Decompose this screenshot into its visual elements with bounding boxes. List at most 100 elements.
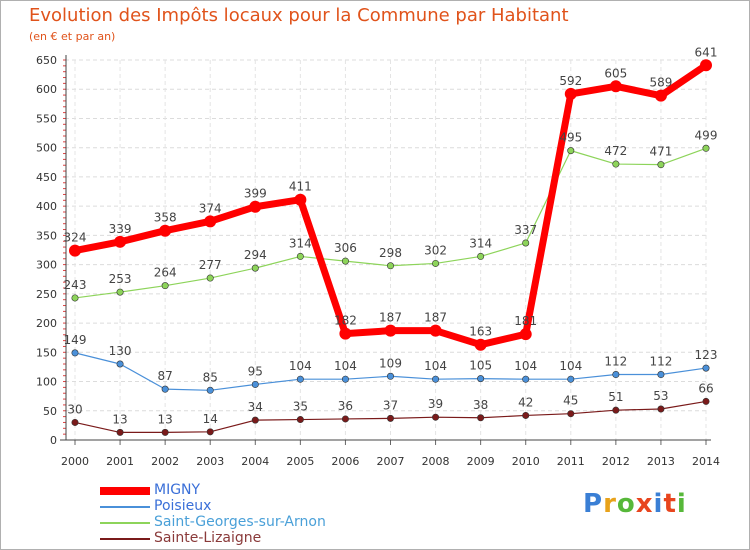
data-point [294, 193, 307, 206]
x-tick-label: 2004 [241, 455, 269, 468]
data-point [251, 416, 259, 424]
logo-letter: P [583, 489, 604, 519]
legend-label: MIGNY [154, 482, 201, 498]
y-tick-label: 500 [36, 142, 57, 155]
data-point [206, 274, 214, 282]
data-label: 182 [334, 314, 357, 328]
data-point [296, 252, 304, 260]
data-label: 37 [383, 398, 398, 412]
data-point [519, 328, 532, 341]
data-point [432, 259, 440, 267]
data-label: 105 [469, 359, 492, 373]
data-point [341, 415, 349, 423]
x-tick-label: 2002 [151, 455, 179, 468]
data-label: 314 [289, 236, 312, 250]
data-point [339, 327, 352, 340]
data-point [477, 414, 485, 422]
data-label: 35 [293, 400, 308, 414]
data-label: 85 [203, 370, 218, 384]
x-tick-label: 2010 [512, 455, 540, 468]
data-point [567, 375, 575, 383]
y-tick-label: 350 [36, 229, 57, 242]
data-label: 13 [158, 412, 173, 426]
data-point [522, 411, 530, 419]
data-point [69, 244, 81, 257]
data-point [384, 324, 397, 337]
data-point [654, 89, 667, 102]
data-point [296, 416, 304, 424]
data-point [386, 262, 394, 270]
x-tick-label: 2012 [602, 455, 630, 468]
data-label: 104 [514, 359, 537, 373]
data-point [477, 252, 485, 260]
data-point [341, 257, 349, 265]
y-tick-label: 400 [36, 200, 57, 213]
data-label: 66 [698, 381, 713, 395]
data-point [114, 235, 127, 248]
data-label: 277 [199, 258, 222, 272]
data-label: 34 [248, 400, 263, 414]
logo-letter: t [663, 489, 677, 519]
data-point [567, 410, 575, 418]
data-point [477, 375, 485, 383]
data-label: 42 [518, 395, 533, 409]
data-label: 38 [473, 398, 488, 412]
data-label: 253 [109, 272, 132, 286]
data-label: 187 [424, 311, 447, 325]
x-tick-label: 2013 [647, 455, 675, 468]
data-label: 123 [695, 348, 718, 362]
x-tick-label: 2014 [692, 455, 720, 468]
legend-swatch [100, 538, 150, 540]
data-point [386, 414, 394, 422]
data-point [609, 80, 622, 93]
data-point [657, 371, 665, 379]
data-label: 495 [559, 131, 582, 145]
data-label: 324 [64, 231, 87, 245]
chart-subtitle: (en € et par an) [29, 30, 116, 43]
series-line-0 [71, 61, 710, 349]
data-point [432, 375, 440, 383]
chart-title: Evolution des Impôts locaux pour la Comm… [29, 5, 569, 26]
data-point [71, 349, 79, 357]
data-label: 187 [379, 311, 402, 325]
data-label: 104 [559, 359, 582, 373]
x-tick-label: 2009 [467, 455, 495, 468]
data-point [206, 428, 214, 436]
legend-label: Saint-Georges-sur-Arnon [154, 514, 326, 530]
proxiti-logo: Proxiti [583, 489, 687, 519]
data-label: 30 [67, 402, 82, 416]
data-label: 264 [154, 266, 177, 280]
legend-label: Sainte-Lizaigne [154, 530, 262, 546]
data-point [116, 288, 124, 296]
y-tick-label: 100 [36, 376, 57, 389]
data-label: 149 [64, 333, 87, 347]
data-label: 53 [653, 389, 668, 403]
data-point [564, 87, 577, 100]
data-label: 589 [649, 76, 672, 90]
data-point [522, 239, 530, 247]
data-point [429, 324, 442, 337]
data-label: 87 [158, 369, 173, 383]
y-tick-label: 200 [36, 317, 57, 330]
data-point [71, 294, 79, 302]
y-tick-label: 300 [36, 259, 57, 272]
logo-letter: i [653, 489, 664, 519]
data-label: 306 [334, 241, 357, 255]
data-point [567, 147, 575, 155]
y-tick-label: 150 [36, 346, 57, 359]
data-point [386, 372, 394, 380]
x-tick-label: 2001 [106, 455, 134, 468]
data-label: 471 [649, 145, 672, 159]
data-label: 109 [379, 356, 402, 370]
data-label: 39 [428, 397, 443, 411]
data-point [657, 405, 665, 413]
data-label: 104 [334, 359, 357, 373]
x-tick-label: 2007 [377, 455, 405, 468]
y-tick-label: 50 [43, 405, 57, 418]
data-label: 472 [604, 144, 627, 158]
data-point [204, 215, 217, 228]
x-tick-label: 2011 [557, 455, 585, 468]
y-tick-label: 0 [50, 434, 57, 447]
data-point [700, 59, 712, 72]
